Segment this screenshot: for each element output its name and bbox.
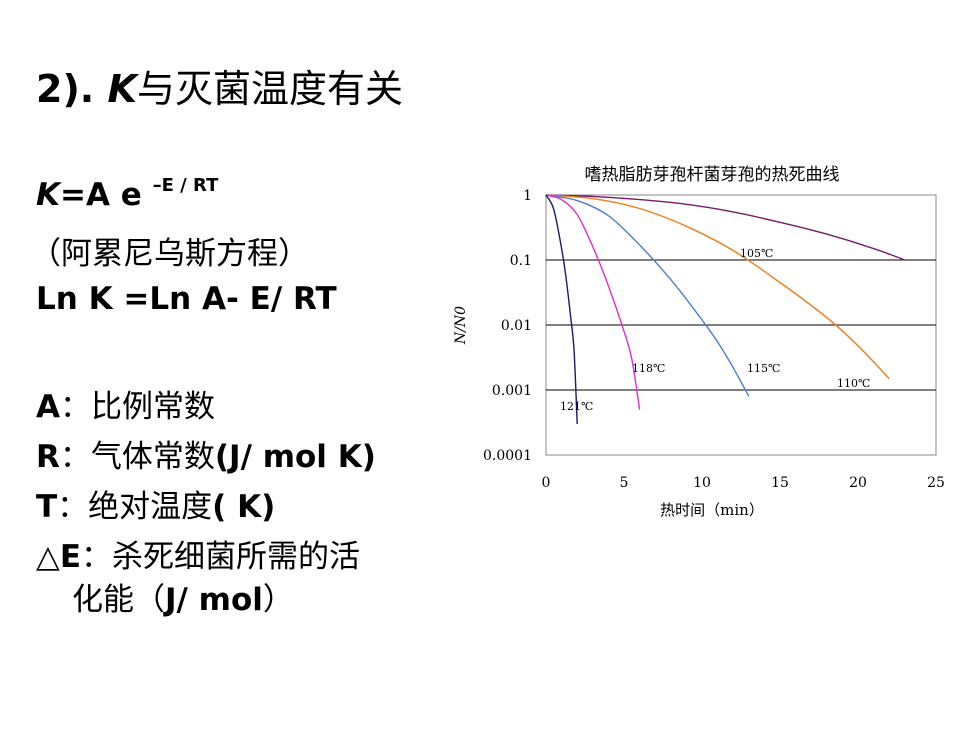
- title-text: 与灭菌温度有关: [136, 67, 403, 111]
- definition-a: A：比例常数: [36, 381, 215, 426]
- slide-title: 2). K与灭菌温度有关: [36, 58, 403, 113]
- series-line: [545, 194, 906, 261]
- series-label: 115℃: [747, 362, 780, 375]
- y-tick-label: 0.001: [492, 383, 532, 399]
- title-k-symbol: K: [107, 67, 137, 111]
- series-label: 105℃: [740, 247, 773, 260]
- y-tick-label: 0.1: [510, 253, 532, 269]
- definition-continued-text: 化能（: [72, 582, 165, 618]
- definition-separator: ：: [60, 389, 91, 425]
- x-tick-label: 10: [693, 475, 711, 491]
- y-tick-label: 1: [523, 188, 532, 204]
- x-tick-label: 5: [620, 475, 629, 491]
- definition-text: 杀死细菌所需的活: [112, 539, 361, 575]
- x-tick-label: 15: [771, 475, 789, 491]
- series-line: [545, 194, 750, 397]
- definition-unit: ( K): [212, 489, 276, 525]
- x-tick-labels: 0 5 10 15 20 25: [542, 475, 945, 491]
- thermal-death-chart: 嗜热脂肪芽孢杆菌芽孢的热死曲线 1 0.1 0.01 0.001 0.0001 0 5 10…: [453, 165, 945, 519]
- definition-text: 绝对温度: [88, 489, 213, 525]
- definition-delta-e: △E：杀死细菌所需的活: [36, 531, 360, 576]
- equation-exponent: –E / RT: [152, 175, 219, 196]
- equation-name-text: （阿累尼乌斯方程）: [30, 236, 309, 272]
- chart-title: 嗜热脂肪芽孢杆菌芽孢的热死曲线: [585, 165, 840, 185]
- definition-symbol: △E: [36, 539, 82, 575]
- definition-delta-e-continued: 化能（J/ mol）: [72, 574, 294, 619]
- equation-name: （阿累尼乌斯方程）: [30, 228, 309, 273]
- definition-symbol: A: [36, 389, 60, 425]
- definition-text: 比例常数: [91, 389, 215, 425]
- x-axis-label: 热时间（min）: [660, 501, 764, 519]
- definition-separator: ：: [57, 489, 89, 525]
- definition-continued-close: ）: [262, 582, 294, 618]
- y-axis-label: N/N0: [453, 306, 469, 345]
- title-prefix: 2).: [36, 67, 108, 111]
- arrhenius-equation: K=A e –E / RT: [36, 175, 218, 213]
- x-tick-label: 25: [927, 475, 945, 491]
- gridlines: [546, 259, 936, 391]
- x-tick-label: 0: [542, 475, 551, 491]
- x-tick-label: 20: [849, 475, 867, 491]
- series-label: 110℃: [837, 377, 870, 390]
- y-tick-label: 0.01: [501, 318, 532, 334]
- equation-body: =A e: [60, 177, 153, 213]
- definition-continued-unit: J/ mol: [165, 582, 263, 618]
- y-tick-label: 0.0001: [483, 448, 532, 464]
- series-label: 121℃: [560, 400, 593, 413]
- series-label: 118℃: [632, 362, 665, 375]
- definition-unit: (J/ mol K): [214, 439, 376, 475]
- definition-separator: ：: [59, 439, 91, 475]
- series-line: [545, 194, 641, 410]
- equation-k-symbol: K: [36, 177, 61, 213]
- definition-text: 气体常数: [90, 439, 215, 475]
- definition-symbol: T: [36, 489, 58, 525]
- series-lines: [545, 194, 906, 425]
- series-line: [545, 194, 890, 380]
- y-tick-labels: 1 0.1 0.01 0.001 0.0001: [483, 188, 532, 464]
- definition-r: R：气体常数(J/ mol K): [36, 431, 376, 476]
- series-labels: 105℃ 110℃ 115℃ 118℃ 121℃: [560, 247, 870, 413]
- series-line: [545, 194, 578, 425]
- definition-separator: ：: [81, 539, 113, 575]
- ln-equation: Ln K =Ln A- E/ RT: [36, 281, 337, 317]
- definition-symbol: R: [36, 439, 60, 475]
- definition-t: T：绝对温度( K): [36, 481, 275, 526]
